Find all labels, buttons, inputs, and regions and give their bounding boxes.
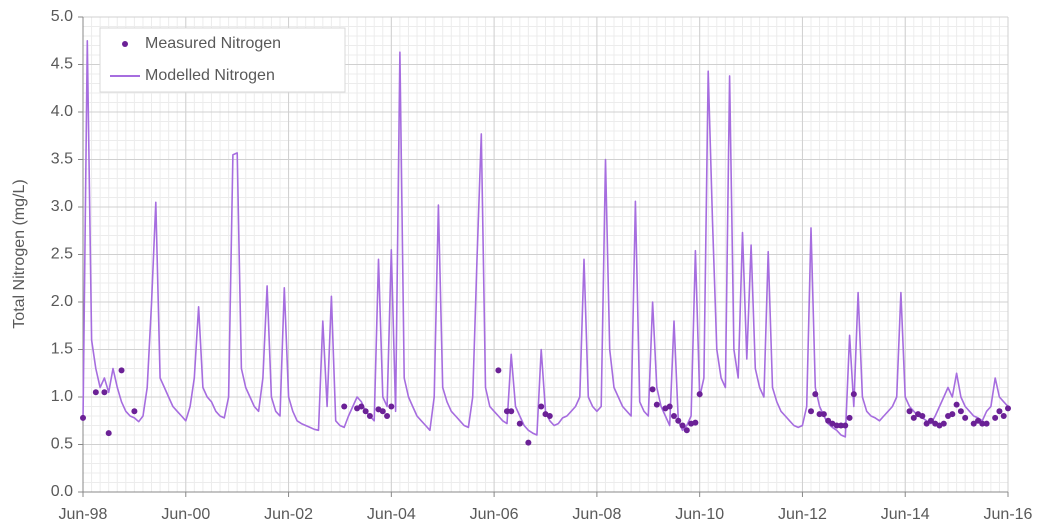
data-point bbox=[92, 389, 99, 396]
data-point bbox=[983, 420, 990, 427]
data-point bbox=[358, 403, 365, 410]
y-tick-label: 5.0 bbox=[51, 8, 73, 25]
data-point bbox=[923, 420, 930, 427]
data-point bbox=[675, 417, 682, 424]
data-point bbox=[105, 430, 112, 437]
data-point bbox=[362, 408, 369, 415]
data-point bbox=[379, 408, 386, 415]
x-tick-label: Jun-12 bbox=[778, 506, 827, 523]
data-point bbox=[683, 427, 690, 434]
data-point bbox=[833, 422, 840, 429]
data-point bbox=[666, 403, 673, 410]
y-tick-label: 1.0 bbox=[51, 388, 73, 405]
data-point bbox=[842, 422, 849, 429]
data-point bbox=[649, 386, 656, 393]
data-point bbox=[508, 408, 515, 415]
data-point bbox=[1000, 413, 1007, 419]
data-point bbox=[919, 413, 926, 419]
data-point bbox=[949, 411, 956, 418]
data-point bbox=[101, 389, 108, 396]
legend: Measured Nitrogen Modelled Nitrogen bbox=[99, 27, 346, 93]
data-point bbox=[812, 391, 819, 398]
x-tick-label: Jun-16 bbox=[984, 506, 1033, 523]
x-tick-label: Jun-04 bbox=[367, 506, 416, 523]
y-tick-label: 2.0 bbox=[51, 293, 73, 310]
data-point bbox=[846, 414, 853, 421]
data-point bbox=[808, 408, 815, 415]
data-point bbox=[118, 367, 125, 374]
data-point bbox=[906, 408, 913, 415]
data-point bbox=[384, 413, 391, 419]
data-point bbox=[957, 408, 964, 415]
data-point bbox=[696, 391, 703, 398]
data-point bbox=[850, 391, 857, 398]
data-point bbox=[910, 414, 917, 421]
legend-label: Measured Nitrogen bbox=[145, 35, 281, 52]
data-point bbox=[525, 439, 532, 446]
data-point bbox=[80, 414, 86, 421]
legend-box bbox=[99, 27, 346, 93]
data-point bbox=[503, 408, 510, 415]
data-point bbox=[825, 417, 832, 424]
data-point bbox=[653, 401, 660, 408]
y-tick-label: 3.0 bbox=[51, 198, 73, 215]
x-tick-label: Jun-02 bbox=[264, 506, 313, 523]
y-tick-label: 4.0 bbox=[51, 103, 73, 120]
data-point bbox=[679, 422, 686, 429]
data-point bbox=[131, 408, 138, 415]
x-tick-label: Jun-14 bbox=[881, 506, 930, 523]
x-tick-label: Jun-00 bbox=[161, 506, 210, 523]
data-point bbox=[546, 413, 553, 419]
y-tick-label: 1.5 bbox=[51, 341, 73, 358]
data-point bbox=[341, 403, 348, 410]
data-point bbox=[816, 411, 823, 418]
y-tick-label: 0.5 bbox=[51, 436, 73, 453]
x-tick-label: Jun-98 bbox=[59, 506, 108, 523]
y-tick-label: 2.5 bbox=[51, 246, 73, 263]
data-point bbox=[388, 403, 395, 410]
legend-label: Modelled Nitrogen bbox=[145, 67, 275, 84]
data-point bbox=[820, 411, 827, 418]
x-tick-label: Jun-10 bbox=[675, 506, 724, 523]
data-point bbox=[1005, 405, 1011, 412]
data-point bbox=[366, 413, 373, 419]
data-point bbox=[495, 367, 502, 374]
data-point bbox=[837, 422, 844, 429]
data-point bbox=[996, 408, 1003, 415]
x-tick-label: Jun-08 bbox=[572, 506, 621, 523]
data-point bbox=[940, 420, 947, 427]
data-point bbox=[692, 419, 699, 426]
legend-swatch bbox=[122, 41, 128, 47]
x-tick-label: Jun-06 bbox=[470, 506, 519, 523]
data-point bbox=[516, 420, 523, 427]
y-axis-label: Total Nitrogen (mg/L) bbox=[11, 179, 28, 328]
data-point bbox=[979, 420, 986, 427]
data-point bbox=[953, 401, 960, 408]
data-point bbox=[538, 403, 545, 410]
data-point bbox=[970, 420, 977, 427]
data-point bbox=[670, 413, 677, 419]
data-point bbox=[975, 417, 982, 424]
data-point bbox=[927, 417, 934, 424]
y-tick-label: 3.5 bbox=[51, 151, 73, 168]
data-point bbox=[992, 414, 999, 421]
data-point bbox=[962, 414, 969, 421]
y-tick-label: 0.0 bbox=[51, 483, 73, 500]
y-tick-label: 4.5 bbox=[51, 56, 73, 73]
